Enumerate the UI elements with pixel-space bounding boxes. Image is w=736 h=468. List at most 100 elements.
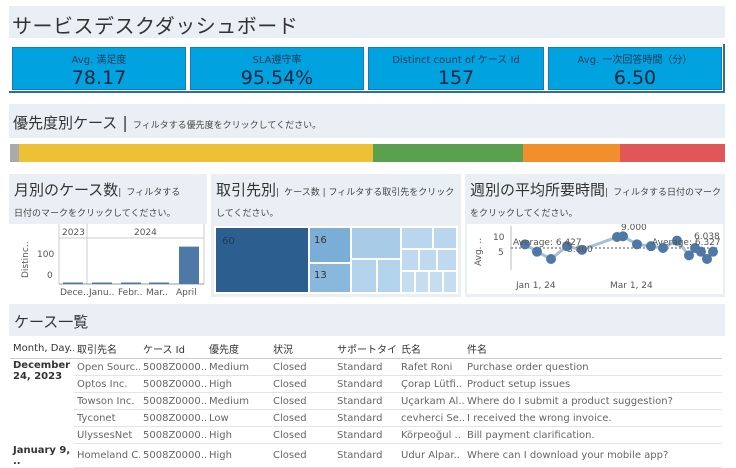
title-divider: |: [276, 188, 280, 198]
point-annotation: 9.000: [621, 224, 647, 233]
data-point[interactable]: [618, 231, 628, 242]
account-header: 取引先別| ケース数 | フィルタする取引先をクリックしてください。: [216, 180, 460, 222]
data-point[interactable]: [577, 244, 587, 255]
priority-segment[interactable]: [522, 144, 620, 162]
table-cell: Medium: [206, 392, 270, 410]
case-list-title: ケース一覧: [14, 313, 89, 331]
treemap-tile[interactable]: [402, 228, 432, 248]
kpi-sla-compliance[interactable]: SLA遵守率 95.54%: [190, 47, 364, 90]
data-point[interactable]: [632, 239, 642, 250]
priority-segment[interactable]: [10, 144, 19, 162]
data-point[interactable]: [546, 254, 556, 264]
table-row[interactable]: Towson Inc. 5008Z0000.. Medium Closed Standa…: [10, 392, 722, 410]
column-header[interactable]: 取引先名: [74, 339, 140, 359]
table-cell: Rafet Roni: [398, 358, 464, 376]
month-bar[interactable]: [121, 282, 141, 285]
treemap-tile[interactable]: [434, 228, 456, 248]
treemap-tile[interactable]: [420, 250, 436, 270]
month-bar[interactable]: [63, 282, 83, 285]
priority-segment[interactable]: [373, 144, 523, 162]
case-table: Month, Day... 取引先名 ケース Id 優先度 状況 サポートタイプ…: [10, 339, 722, 468]
table-cell: Standard: [334, 375, 398, 393]
column-header[interactable]: ケース Id: [140, 339, 206, 359]
date-cell: December 24, 2023: [13, 360, 71, 382]
monthly-header: 月別のケース数| フィルタする 日付のマークをクリックしてください。: [14, 180, 204, 222]
priority-stacked-bar[interactable]: [10, 144, 725, 162]
kpi-value: 95.54%: [240, 67, 314, 89]
treemap-tile[interactable]: 60: [216, 228, 308, 292]
kpi-avg-satisfaction[interactable]: Avg. 満足度 78.17: [12, 47, 186, 90]
table-cell: Closed: [270, 375, 334, 393]
data-point[interactable]: [532, 246, 542, 257]
table-cell: Where do I submit a product suggestion?: [464, 392, 722, 410]
priority-segment[interactable]: [18, 144, 374, 162]
treemap-tile-label: 60: [222, 236, 235, 247]
column-header[interactable]: Month, Day...: [10, 339, 74, 359]
column-header[interactable]: 優先度: [206, 339, 270, 359]
monthly-subtitle-b: 日付のマークをクリックしてください。: [14, 208, 176, 219]
column-header[interactable]: 状況: [270, 339, 334, 359]
table-row[interactable]: Tyconet 5008Z0000.. Low Closed Standard cevhe…: [10, 409, 722, 427]
table-row[interactable]: January 9, .. Homeland C.. 5008Z0000.. High…: [10, 443, 722, 468]
treemap-tile-label: 13: [314, 270, 327, 281]
data-point[interactable]: [702, 254, 712, 264]
y-tick-0: 0: [47, 271, 53, 281]
data-point[interactable]: [646, 241, 656, 252]
table-row[interactable]: December 24, 2023 Open Sourc.. 5008Z0000..…: [10, 358, 722, 382]
treemap-tile[interactable]: [402, 250, 418, 270]
treemap-tile[interactable]: [352, 228, 400, 258]
month-bar[interactable]: [149, 282, 169, 285]
kpi-label: SLA遵守率: [252, 55, 302, 66]
weekly-line-chart[interactable]: Avg. .. 10 5 Average: 6.427 Average: 6.3…: [467, 224, 723, 294]
account-treemap[interactable]: 60 16 13: [214, 226, 458, 294]
treemap-tile[interactable]: [416, 272, 428, 292]
treemap-tile[interactable]: [444, 272, 456, 292]
kpi-first-response[interactable]: Avg. 一次回答時間（分） 6.50: [548, 47, 722, 90]
data-point[interactable]: [520, 239, 530, 250]
kpi-case-count[interactable]: Distinct count of ケース Id 157: [368, 47, 544, 90]
table-row[interactable]: UlyssesNet 5008Z0000.. High Closed Standard K…: [10, 426, 722, 444]
table-cell: 5008Z0000..: [140, 443, 206, 468]
table-cell: Optos Inc.: [74, 375, 140, 393]
data-point[interactable]: [696, 246, 706, 257]
month-bar[interactable]: [179, 246, 199, 284]
y-axis-label: Avg. ..: [474, 238, 484, 266]
point-annotation: 6.038: [694, 232, 720, 242]
table-cell: Closed: [270, 358, 334, 376]
treemap-tile[interactable]: [352, 260, 376, 292]
table-cell: 5008Z0000..: [140, 426, 206, 444]
table-cell: 5008Z0000..: [140, 375, 206, 393]
priority-segment[interactable]: [619, 144, 725, 162]
column-header[interactable]: サポートタイプ: [334, 339, 398, 359]
treemap-tile[interactable]: 16: [310, 228, 350, 262]
priority-header: 優先度別ケース | フィルタする優先度をクリックしてください。: [13, 112, 321, 133]
data-point[interactable]: [672, 235, 682, 246]
y-tick-100: 100: [37, 250, 54, 260]
treemap-tile[interactable]: [402, 272, 414, 292]
data-point[interactable]: [658, 243, 668, 253]
table-row[interactable]: Optos Inc. 5008Z0000.. High Closed Standard Ç…: [10, 375, 722, 393]
monthly-bar-chart[interactable]: 2023 2024 Distinc.. 100 0 Dece.. Janu.. Fe…: [9, 224, 207, 297]
treemap-tile-label: 16: [314, 235, 327, 246]
avg-annotation-right: Average: 6.327: [652, 238, 721, 248]
table-cell: Standard: [334, 426, 398, 444]
month-bar[interactable]: [92, 282, 112, 285]
x-tick-label: Mar..: [146, 288, 168, 297]
treemap-tile[interactable]: [430, 272, 442, 292]
treemap-tile[interactable]: 13: [310, 264, 350, 292]
treemap-tile[interactable]: [438, 250, 456, 270]
table-cell: 5008Z0000..: [140, 409, 206, 427]
treemap-tile[interactable]: [378, 260, 400, 292]
data-point[interactable]: [562, 241, 572, 252]
year-label-2023: 2023: [62, 228, 85, 238]
table-cell: Low: [206, 409, 270, 427]
column-header[interactable]: 氏名: [398, 339, 464, 359]
x-tick-jan: Jan 1, 24: [515, 281, 556, 291]
table-cell: Udur Alpar..: [398, 443, 464, 468]
case-list-band: [9, 304, 725, 336]
kpi-value: 6.50: [613, 67, 657, 89]
column-header[interactable]: 件名: [464, 339, 722, 359]
data-point[interactable]: [684, 250, 694, 261]
data-point[interactable]: [708, 246, 718, 257]
y-tick-10: 10: [493, 233, 505, 243]
